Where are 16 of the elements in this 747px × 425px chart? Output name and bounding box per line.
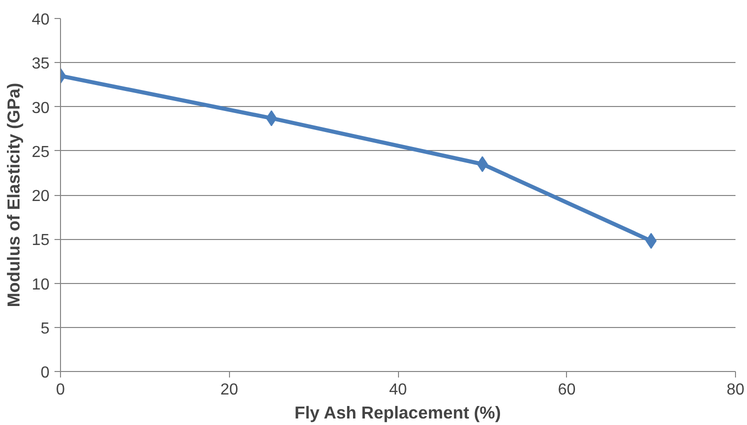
y-tick-label: 15 <box>32 232 50 250</box>
y-tick-label: 5 <box>40 320 50 338</box>
x-tick-label: 0 <box>56 382 66 398</box>
x-axis-title: Fly Ash Replacement (%) <box>294 402 501 422</box>
x-tick-label: 80 <box>726 382 744 398</box>
y-tick-label: 40 <box>32 12 50 28</box>
y-tick-label: 25 <box>32 144 50 161</box>
y-tick-label: 35 <box>32 56 50 73</box>
y-tick-label: 10 <box>32 276 50 294</box>
y-axis-title: Modulus of Elasticity (GPa) <box>4 82 24 308</box>
y-tick-label: 30 <box>32 100 50 117</box>
y-tick-label: 20 <box>32 188 50 205</box>
x-tick-label: 20 <box>220 382 238 398</box>
x-tick-label: 40 <box>389 382 407 398</box>
y-tick-label: 0 <box>40 364 50 382</box>
x-tick-label: 60 <box>558 382 576 398</box>
